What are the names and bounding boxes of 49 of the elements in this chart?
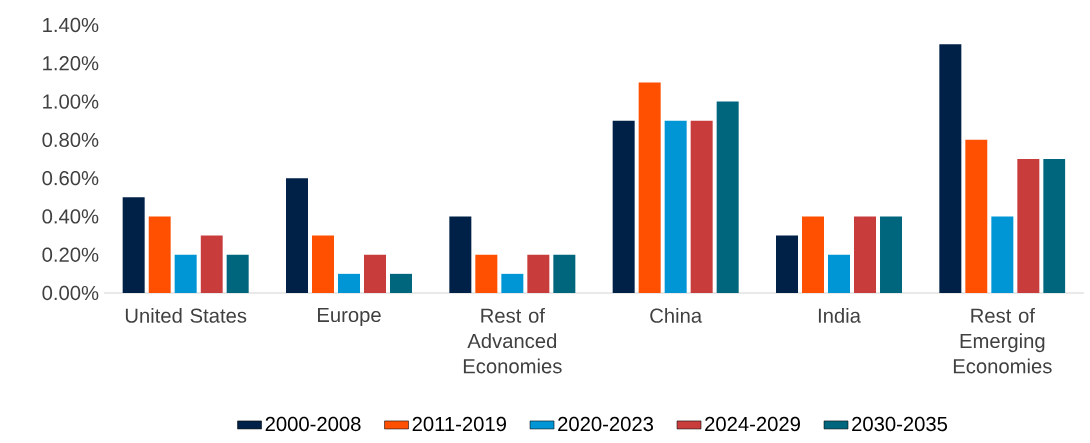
y-tick-label: 1.40% xyxy=(43,17,99,33)
y-tick-label: 1.00% xyxy=(43,94,99,109)
bar xyxy=(1043,159,1066,293)
bar xyxy=(716,101,739,293)
bar xyxy=(122,197,145,293)
bar xyxy=(200,235,223,293)
bar xyxy=(991,216,1014,293)
bar xyxy=(312,235,335,293)
legend-label: 2000-2008 xyxy=(265,416,361,432)
x-tick-label: United States xyxy=(125,307,247,323)
bar xyxy=(553,254,576,293)
legend-label: 2024-2029 xyxy=(705,416,800,432)
bar xyxy=(939,44,962,293)
bar xyxy=(286,178,309,293)
y-tick-label: 0.40% xyxy=(42,209,99,224)
bar xyxy=(364,254,387,293)
bar xyxy=(880,216,903,293)
bar xyxy=(612,120,635,293)
bar xyxy=(527,254,550,293)
bar xyxy=(965,139,988,293)
legend-label: 2020-2023 xyxy=(558,416,654,432)
bar xyxy=(148,216,171,293)
y-tick-label: 0.60% xyxy=(42,170,99,186)
bar xyxy=(854,216,877,293)
bar xyxy=(828,254,850,293)
legend-label: 2030-2035 xyxy=(852,416,948,432)
x-tick-label: China xyxy=(650,307,703,323)
x-tick-label: Rest of Emerging Economies xyxy=(953,307,1052,374)
bar xyxy=(802,216,824,293)
bar xyxy=(664,120,687,293)
x-tick-label: Rest of Advanced Economies xyxy=(463,307,562,374)
bar xyxy=(1017,159,1040,293)
bar xyxy=(501,273,524,293)
bar xyxy=(475,254,498,293)
bar xyxy=(390,273,413,293)
bar xyxy=(338,273,361,293)
bar xyxy=(690,120,713,293)
bar xyxy=(449,216,472,293)
y-tick-label: 0.20% xyxy=(42,247,99,262)
legend-label: 2011-2019 xyxy=(412,416,506,432)
bar xyxy=(174,254,197,293)
bar xyxy=(226,254,249,293)
y-tick-label: 1.20% xyxy=(43,56,99,71)
y-tick-label: 0.80% xyxy=(42,132,99,148)
x-tick-label: India xyxy=(818,307,861,323)
bar xyxy=(776,235,798,293)
bar xyxy=(638,82,661,293)
x-tick-label: Europe xyxy=(318,307,381,327)
y-tick-label: 0.00% xyxy=(42,285,99,301)
